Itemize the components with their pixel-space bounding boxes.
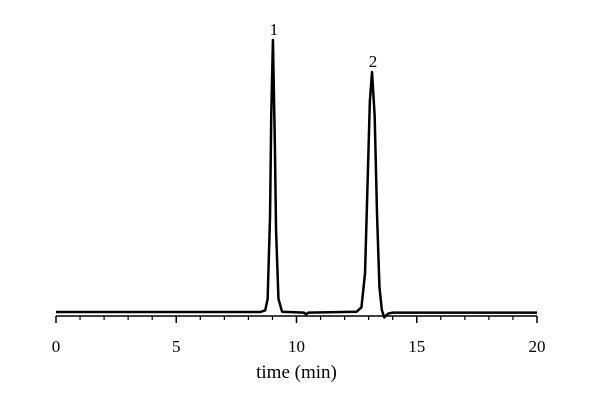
peak-label: 2 xyxy=(369,52,378,71)
peak-label: 1 xyxy=(270,20,279,39)
x-tick-label: 0 xyxy=(52,337,61,356)
x-tick-label: 5 xyxy=(172,337,181,356)
x-axis-label: time (min) xyxy=(256,362,337,383)
x-tick-label: 20 xyxy=(529,337,546,356)
x-tick-label: 10 xyxy=(288,337,305,356)
x-tick-label: 15 xyxy=(408,337,425,356)
chromatogram-line xyxy=(56,38,537,319)
